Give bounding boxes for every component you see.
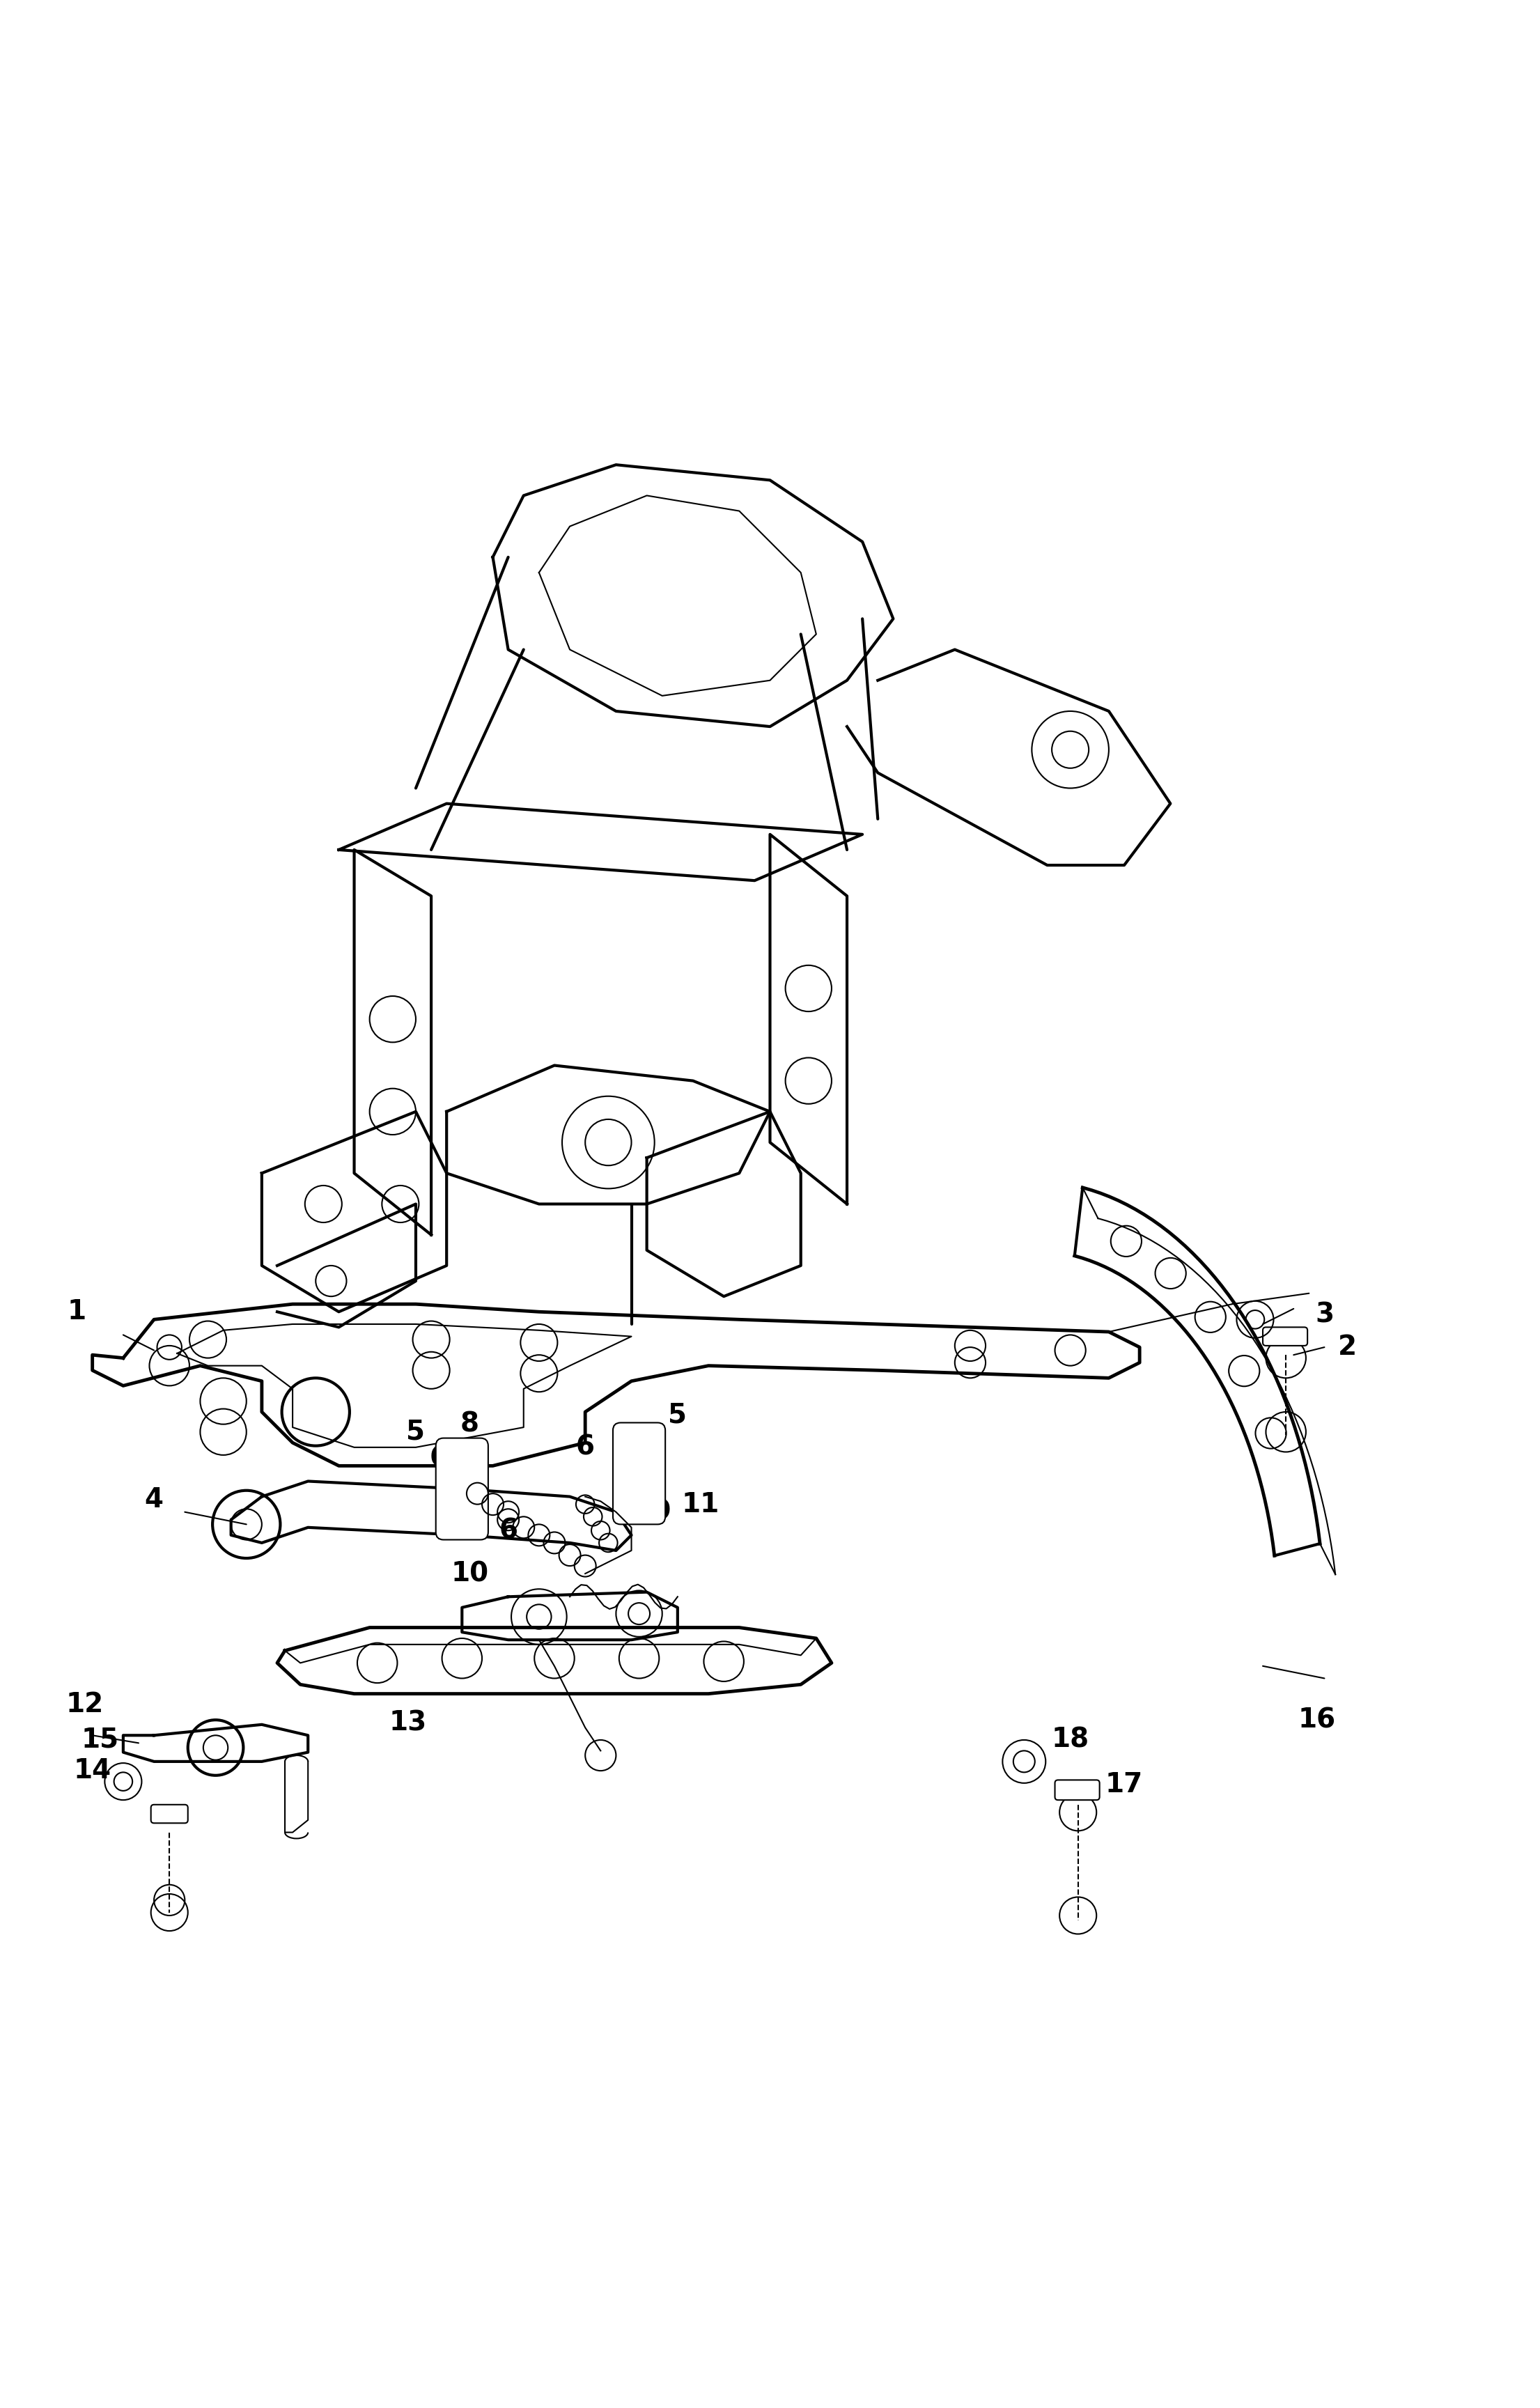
Text: 11: 11 [682,1491,719,1517]
FancyBboxPatch shape [436,1438,488,1539]
FancyBboxPatch shape [1263,1327,1307,1346]
Text: 4: 4 [145,1486,163,1512]
Text: 1: 1 [68,1298,86,1324]
Text: 8: 8 [460,1411,479,1438]
Text: 10: 10 [451,1560,488,1587]
Text: 5: 5 [407,1418,425,1445]
Text: 3: 3 [1315,1303,1334,1329]
Text: 2: 2 [1338,1334,1357,1361]
FancyBboxPatch shape [1055,1780,1100,1801]
FancyBboxPatch shape [151,1804,188,1823]
Text: 9: 9 [653,1498,671,1524]
Text: 13: 13 [390,1710,427,1736]
Text: 5: 5 [668,1401,687,1428]
Text: 14: 14 [74,1758,111,1784]
Text: 6: 6 [430,1445,448,1471]
Text: 6: 6 [499,1517,517,1544]
Text: 7: 7 [614,1430,633,1457]
Text: 15: 15 [82,1727,119,1753]
Text: 6: 6 [576,1435,594,1462]
FancyBboxPatch shape [613,1423,665,1524]
Text: 18: 18 [1052,1727,1089,1753]
Text: 16: 16 [1298,1707,1335,1734]
Text: 17: 17 [1106,1772,1143,1799]
Text: 12: 12 [66,1690,103,1717]
